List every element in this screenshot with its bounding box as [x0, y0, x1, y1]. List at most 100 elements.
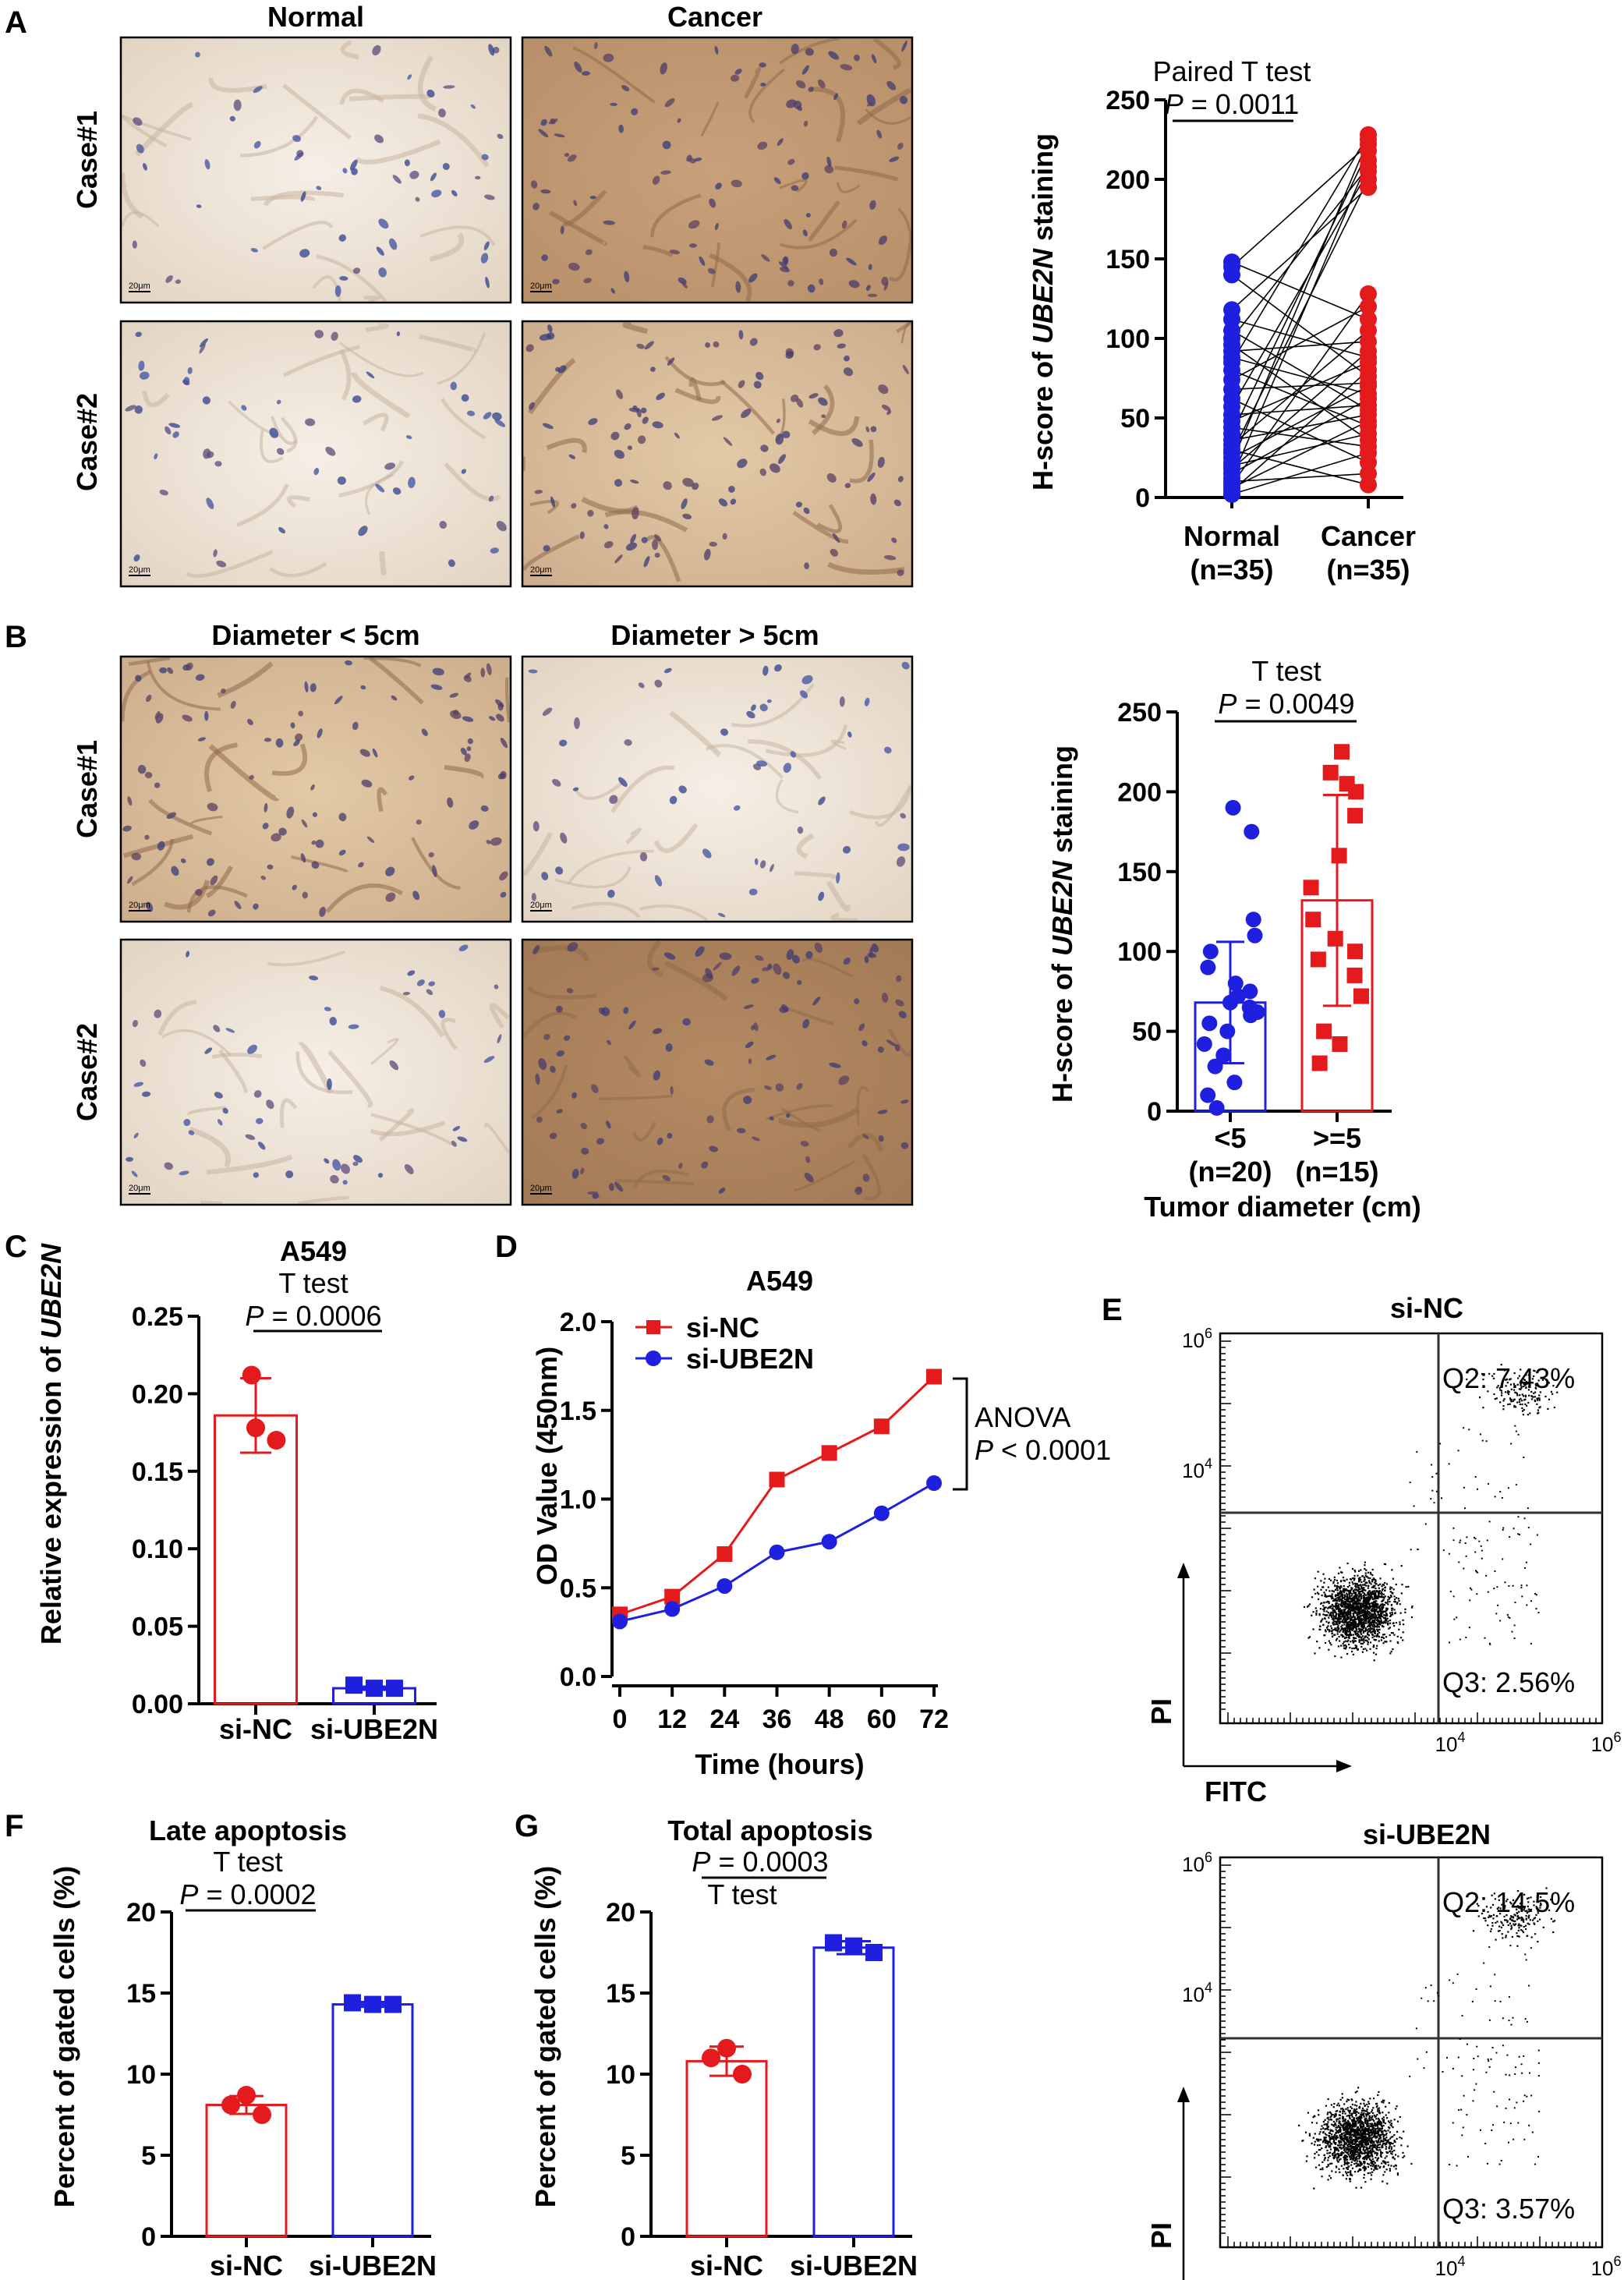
event-dot	[1381, 1621, 1383, 1623]
event-dot	[1347, 2109, 1350, 2112]
event-dot	[1352, 2155, 1354, 2158]
event-dot	[1339, 1584, 1343, 1588]
point-ge5	[1347, 944, 1364, 960]
event-dot	[1345, 2178, 1348, 2180]
event-dot	[1378, 1616, 1381, 1618]
cell-nucleus	[677, 118, 681, 123]
event-dot	[1346, 1628, 1349, 1630]
event-dot	[1337, 2124, 1339, 2127]
event-dot	[1342, 1576, 1345, 1579]
cell-nucleus	[125, 405, 136, 412]
cell-nucleus	[337, 476, 346, 485]
event-dot	[1375, 2140, 1378, 2142]
event-dot	[1365, 1614, 1367, 1616]
event-dot	[1375, 2105, 1378, 2108]
event-dot	[1339, 2158, 1342, 2160]
event-dot-q2	[1556, 1391, 1559, 1393]
event-dot	[1307, 1605, 1310, 1607]
event-dot	[1336, 1613, 1338, 1615]
event-dot	[1371, 2151, 1374, 2153]
cell-nucleus	[407, 970, 416, 976]
event-dot	[1357, 2087, 1360, 2089]
event-dot	[1360, 2126, 1362, 2129]
cell-nucleus	[276, 448, 285, 455]
title-c: A549	[280, 1235, 347, 1267]
cell-nucleus	[851, 437, 863, 448]
event-dot	[1338, 2122, 1340, 2124]
cell-nucleus	[805, 951, 813, 959]
event-dot	[1375, 2147, 1378, 2149]
event-dot	[1406, 2145, 1409, 2147]
event-dot	[1346, 2140, 1348, 2142]
event-dot	[1358, 1612, 1360, 1614]
event-dot	[1357, 1612, 1359, 1614]
event-dot-sparse	[1517, 1516, 1520, 1518]
event-dot-q3	[1488, 1642, 1491, 1645]
event-dot	[1359, 1599, 1361, 1602]
event-dot	[1363, 1580, 1365, 1582]
event-dot	[1358, 1609, 1360, 1612]
event-dot	[1385, 1602, 1387, 1604]
event-dot-sparse	[1459, 1539, 1462, 1542]
event-dot	[1360, 2130, 1362, 2133]
event-dot	[1368, 1620, 1371, 1623]
event-dot-q3	[1484, 1637, 1486, 1639]
event-dot	[1336, 1597, 1339, 1599]
event-dot	[1378, 1620, 1381, 1623]
event-dot-q2	[1502, 1937, 1504, 1939]
event-dot	[1305, 2160, 1307, 2162]
event-dot	[1345, 1613, 1347, 1616]
pair-line	[1231, 382, 1369, 391]
cell-nucleus	[667, 357, 675, 366]
event-dot-q2	[1536, 1397, 1538, 1400]
event-dot	[1349, 2152, 1352, 2154]
event-dot	[1358, 1620, 1361, 1623]
event-dot	[1364, 1578, 1366, 1581]
event-dot	[1339, 1595, 1342, 1597]
event-dot	[1329, 2162, 1332, 2165]
event-dot	[1378, 1606, 1380, 1608]
event-dot	[1363, 2162, 1365, 2165]
cell-nucleus	[746, 710, 755, 719]
event-dot	[1364, 2126, 1367, 2130]
event-dot	[1390, 1604, 1393, 1606]
event-dot-sparse	[1480, 1545, 1482, 1547]
cell-nucleus	[352, 267, 361, 274]
event-dot	[1353, 2104, 1357, 2106]
cell-nucleus	[500, 891, 507, 898]
event-dot	[1369, 1641, 1372, 1644]
event-dot-q2	[1509, 1917, 1512, 1920]
event-dot	[1346, 1627, 1349, 1629]
event-dot	[1364, 2181, 1367, 2183]
event-dot	[1360, 1587, 1363, 1589]
event-dot	[1355, 1633, 1357, 1635]
scale-bar-label: 20μm	[129, 565, 150, 575]
point-si-ube2n	[821, 1534, 837, 1550]
event-dot-q2	[1537, 1912, 1539, 1914]
axes-c: 0.000.050.100.150.200.25	[132, 1302, 437, 1719]
cell-nucleus	[862, 1174, 870, 1182]
event-dot	[1369, 1571, 1371, 1574]
event-dot	[1340, 1599, 1343, 1602]
cell-nucleus	[247, 1044, 257, 1054]
event-dot	[1363, 1596, 1366, 1598]
event-dot	[1363, 1620, 1365, 1623]
event-dot	[1373, 1604, 1375, 1607]
cell-nucleus	[143, 163, 147, 171]
event-dot	[1336, 1608, 1339, 1610]
event-dot	[1370, 1594, 1372, 1596]
pair-line	[1231, 433, 1369, 466]
event-dot	[1370, 1609, 1372, 1611]
tissue-fiber	[816, 504, 843, 533]
event-dot	[1360, 1585, 1363, 1588]
cell-nucleus	[898, 1011, 907, 1019]
event-dot	[1353, 2153, 1355, 2155]
event-dot	[1368, 1613, 1371, 1616]
cell-nucleus	[591, 1084, 599, 1094]
event-dot	[1384, 1595, 1386, 1598]
cell-nucleus	[776, 418, 780, 423]
event-dot	[1385, 2139, 1387, 2142]
event-dot	[1374, 1604, 1376, 1606]
event-dot	[1374, 2122, 1376, 2124]
event-dot	[1357, 1620, 1360, 1622]
